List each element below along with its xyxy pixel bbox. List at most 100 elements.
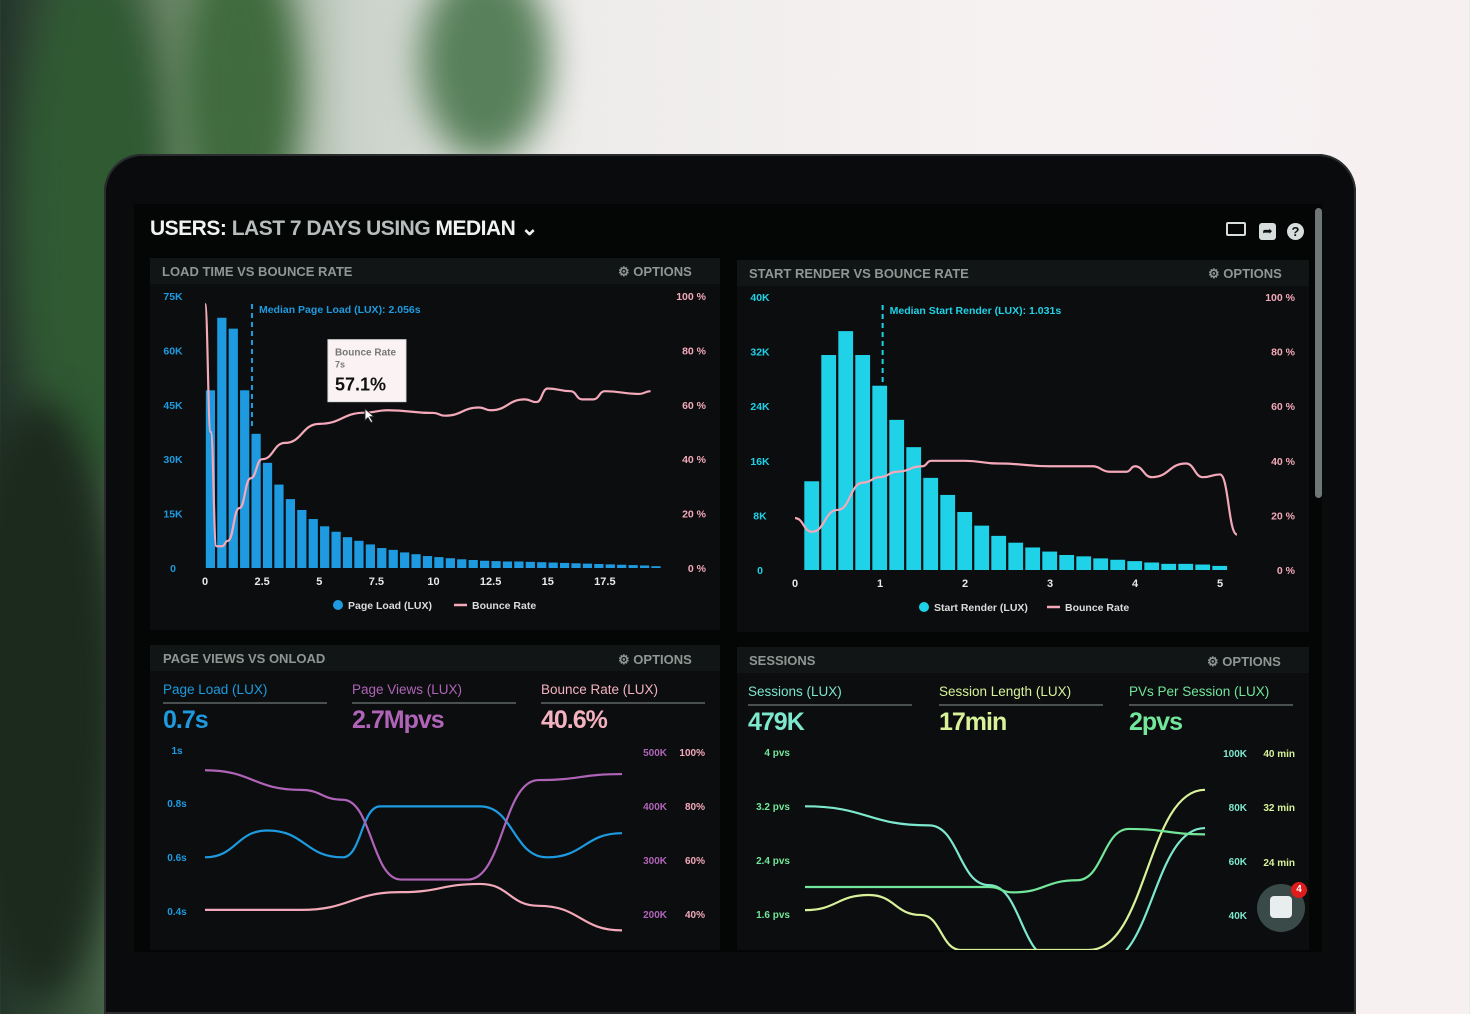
tooltip-value: 57.1% <box>335 375 386 395</box>
histogram-bar <box>228 328 238 568</box>
legend-label: Bounce Rate <box>1065 602 1129 614</box>
y-tick-label: 80K <box>1229 803 1248 814</box>
page-title[interactable]: USERS: LAST 7 DAYS USING MEDIAN ⌄ <box>150 216 538 241</box>
histogram-bar <box>411 554 421 568</box>
title-median: MEDIAN <box>435 217 516 240</box>
plant-leaf <box>420 0 550 160</box>
y-tick-label: 3.2 pvs <box>756 802 790 813</box>
legend-dot <box>919 602 929 612</box>
histogram-bar <box>548 562 558 568</box>
series-line <box>804 788 1206 950</box>
options-button[interactable]: ⚙ OPTIONS <box>618 652 692 668</box>
histogram-bar <box>1093 558 1109 570</box>
histogram-bar <box>274 484 284 568</box>
y-right-tick-label: 100 % <box>676 291 706 303</box>
share-icon[interactable]: ➦ <box>1259 223 1276 240</box>
y-tick-label: 40 min <box>1263 749 1295 760</box>
tooltip <box>327 339 407 403</box>
kpi-value: 0.7s <box>163 706 209 734</box>
chat-button[interactable]: 4 <box>1257 882 1307 932</box>
options-label: OPTIONS <box>633 264 692 279</box>
y-right-tick-label: 60 % <box>1271 401 1296 413</box>
kpi-value: 2pvs <box>1129 708 1183 736</box>
y-left-tick-label: 30K <box>163 454 183 466</box>
kpi-label: Page Views (LUX) <box>352 682 463 697</box>
y-tick-label: 1.6 pvs <box>756 910 790 921</box>
histogram-bar <box>1025 547 1041 570</box>
y-right-tick-label: 60 % <box>682 400 707 412</box>
histogram-bar <box>1059 554 1075 570</box>
kpi-divider <box>939 704 1103 706</box>
histogram-bar <box>957 511 973 570</box>
tooltip-x: 7s <box>335 360 345 370</box>
x-tick-label: 4 <box>1132 578 1139 590</box>
histogram-bar <box>205 390 216 568</box>
y-tick-label: 40% <box>685 910 705 921</box>
y-right-tick-label: 80 % <box>682 345 707 357</box>
histogram-bar <box>285 499 295 568</box>
title-using: USING <box>366 217 431 240</box>
panel-sessions <box>737 647 1309 950</box>
monitor-icon[interactable] <box>1226 222 1246 236</box>
series-line <box>204 805 623 859</box>
y-left-tick-label: 24K <box>750 401 770 413</box>
histogram-bar <box>445 558 455 568</box>
histogram-bar <box>388 549 398 568</box>
gear-icon: ⚙ <box>1208 266 1224 281</box>
tooltip-title: Bounce Rate <box>335 348 397 359</box>
y-right-tick-label: 0 % <box>1277 565 1296 577</box>
y-tick-label: 24 min <box>1263 858 1295 869</box>
histogram-bar <box>331 531 341 568</box>
histogram-bar <box>491 561 501 568</box>
histogram-bar <box>1110 559 1126 570</box>
help-icon[interactable]: ? <box>1287 223 1304 240</box>
y-tick-label: 100K <box>1223 749 1248 760</box>
histogram-bar <box>422 556 433 568</box>
options-button[interactable]: ⚙ OPTIONS <box>1207 654 1281 670</box>
histogram-bar <box>468 560 478 568</box>
chat-icon <box>1270 896 1292 918</box>
histogram-bar <box>804 481 820 570</box>
histogram-bar <box>1042 551 1058 570</box>
kpi-divider <box>163 702 327 704</box>
panel-title: LOAD TIME VS BOUNCE RATE <box>162 264 353 279</box>
y-tick-label: 1s <box>171 746 183 757</box>
panel-title: PAGE VIEWS VS ONLOAD <box>163 651 326 666</box>
histogram-bar <box>377 548 387 568</box>
gear-icon: ⚙ <box>618 264 634 279</box>
histogram-bar <box>1161 563 1177 570</box>
y-left-tick-label: 32K <box>750 347 770 359</box>
notification-badge: 4 <box>1291 882 1307 898</box>
x-tick-label: 15 <box>542 576 554 588</box>
histogram-bar <box>537 562 547 568</box>
options-button[interactable]: ⚙ OPTIONS <box>1208 266 1282 282</box>
y-left-tick-label: 40K <box>750 292 770 304</box>
y-right-tick-label: 40 % <box>682 454 707 466</box>
histogram-bar <box>923 477 939 570</box>
legend-dot <box>333 600 343 610</box>
scrollbar[interactable] <box>1315 208 1322 498</box>
x-tick-label: 12.5 <box>480 576 501 588</box>
x-tick-label: 10 <box>427 576 439 588</box>
panel-header <box>737 260 1309 286</box>
y-left-tick-label: 45K <box>163 400 183 412</box>
options-button[interactable]: ⚙ OPTIONS <box>618 264 692 280</box>
x-tick-label: 7.5 <box>369 576 384 588</box>
y-tick-label: 32 min <box>1263 803 1295 814</box>
chevron-down-icon[interactable]: ⌄ <box>520 217 539 240</box>
histogram-bar <box>262 462 273 568</box>
kpi-divider <box>352 702 516 704</box>
y-tick-label: 80% <box>685 802 705 813</box>
y-left-tick-label: 75K <box>163 291 183 303</box>
panel-header <box>150 645 720 671</box>
y-tick-label: 100% <box>679 748 705 759</box>
kpi-value: 17min <box>939 708 1007 736</box>
histogram-bar <box>821 355 837 570</box>
bounce-rate-line <box>794 459 1239 536</box>
histogram-bar <box>974 525 990 570</box>
y-tick-label: 400K <box>643 802 668 813</box>
series-line <box>804 827 1206 894</box>
gear-icon: ⚙ <box>618 652 634 667</box>
y-right-tick-label: 100 % <box>1265 292 1295 304</box>
